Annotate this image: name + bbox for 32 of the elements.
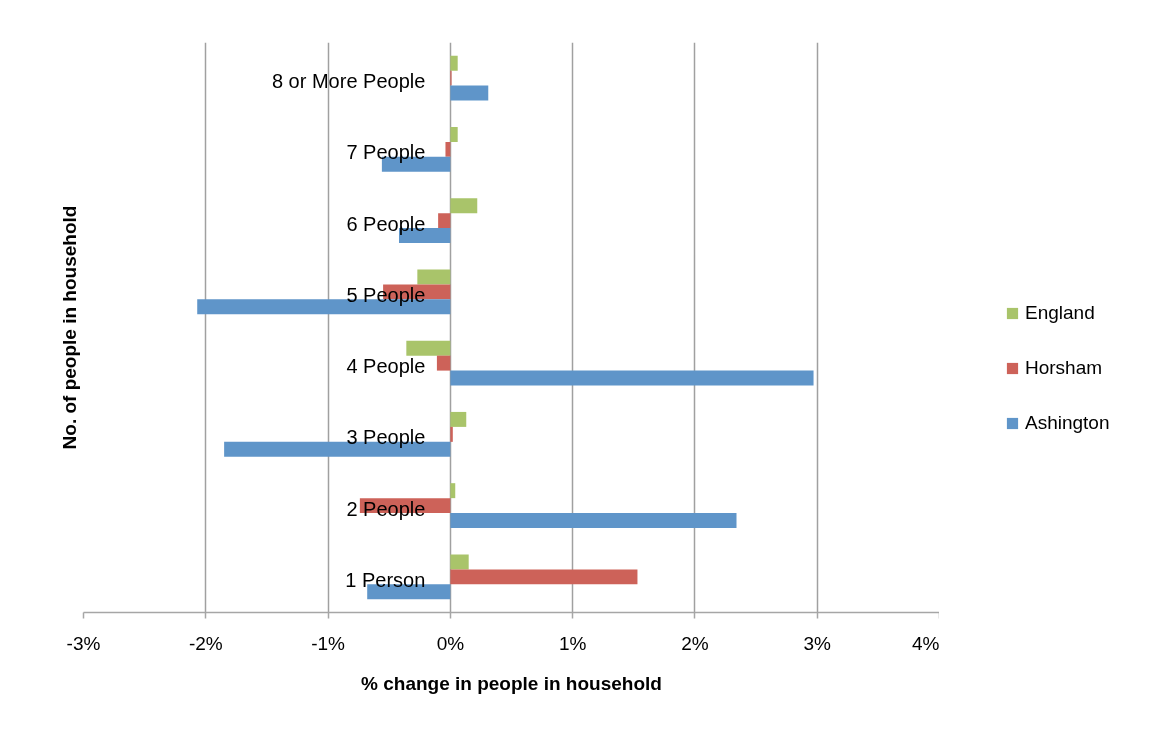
bar bbox=[450, 483, 456, 499]
legend-label: Ashington bbox=[1025, 412, 1110, 434]
y-axis-title: No. of people in household bbox=[58, 205, 80, 450]
bar bbox=[406, 340, 451, 356]
bar bbox=[450, 426, 453, 442]
bar bbox=[417, 269, 451, 285]
legend-label: Horsham bbox=[1025, 357, 1103, 379]
x-axis-title: % change in people in household bbox=[361, 672, 662, 694]
y-tick-label: 4 People bbox=[346, 355, 426, 378]
bar bbox=[438, 213, 451, 229]
bar bbox=[450, 370, 814, 386]
bar bbox=[450, 126, 458, 142]
x-tick-label: -2% bbox=[188, 632, 223, 654]
x-tick-label: -1% bbox=[311, 632, 346, 654]
x-tick-label: -3% bbox=[66, 632, 101, 654]
bar bbox=[450, 554, 469, 570]
bar bbox=[450, 55, 458, 71]
bar bbox=[436, 355, 451, 371]
bar bbox=[445, 141, 451, 157]
bar bbox=[450, 198, 478, 214]
bar bbox=[450, 513, 737, 529]
x-tick-label: 4% bbox=[912, 632, 940, 654]
x-tick-label: 3% bbox=[803, 632, 832, 654]
x-tick-label: 0% bbox=[436, 632, 465, 654]
bar bbox=[450, 411, 467, 427]
y-tick-label: 6 People bbox=[346, 212, 426, 235]
y-tick-label: 8 or More People bbox=[271, 70, 426, 93]
x-tick-label: 2% bbox=[681, 632, 709, 654]
x-tick-label: 1% bbox=[558, 632, 587, 654]
bar bbox=[450, 569, 638, 585]
bar bbox=[450, 85, 489, 101]
legend-label: England bbox=[1025, 302, 1095, 324]
